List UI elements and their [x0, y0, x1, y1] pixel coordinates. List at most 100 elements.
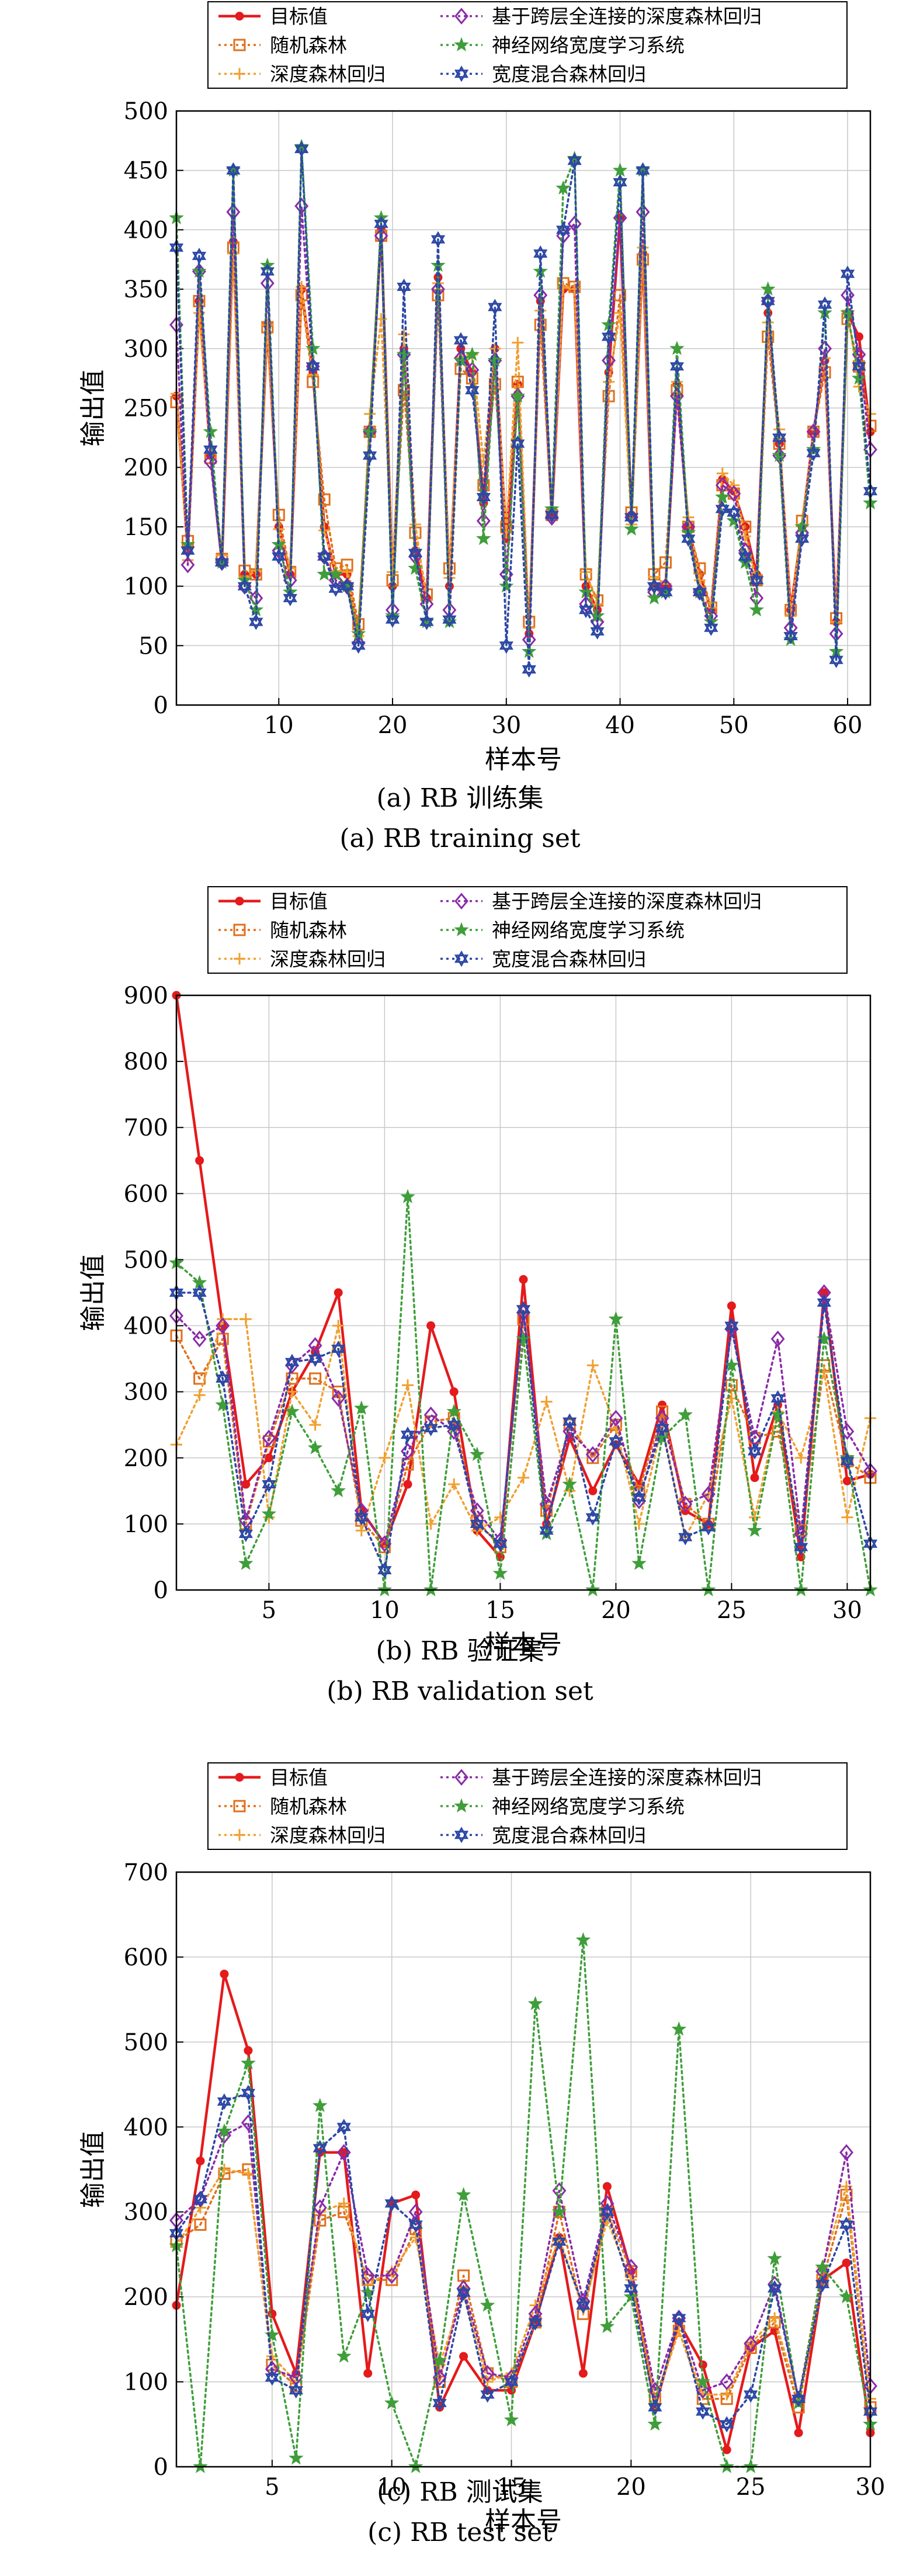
data-point-dfr [586, 1359, 599, 1372]
legend-label-bls: 神经网络宽度学习系统 [492, 1795, 685, 1818]
data-point-dfr [409, 2231, 422, 2244]
data-point-bls [839, 2289, 854, 2304]
data-point-bls [654, 1430, 670, 1445]
chart-panel-test: 0 100 200 300 400 500 600 700 5 10 15 20 25 30 样本号 输出值 目… [0, 1729, 920, 2576]
data-point-bhf [480, 2386, 495, 2403]
data-point-bhf [727, 504, 741, 521]
y-tick-label: 300 [124, 336, 168, 363]
data-point-dfr [749, 1511, 761, 1523]
data-point-bhf [237, 578, 252, 595]
data-point-cross [613, 209, 627, 227]
data-point-bhf [226, 162, 241, 179]
data-point-target [334, 1288, 343, 1297]
series-markers-bhf [169, 1284, 878, 1579]
legend-label-dfr: 深度森林回归 [270, 1824, 386, 1846]
data-point-dfr [739, 530, 751, 543]
data-point-bls [760, 281, 776, 296]
y-tick-label: 300 [124, 1379, 168, 1406]
data-point-target [459, 2352, 468, 2361]
data-point-dfr [309, 1419, 321, 1431]
data-point-cross [217, 2127, 231, 2144]
data-point-bhf [806, 445, 821, 461]
legend-label-cross: 基于跨层全连接的深度森林回归 [492, 5, 762, 28]
data-point-rf [318, 493, 331, 506]
data-point-target [727, 1301, 736, 1311]
data-point-dfr [318, 525, 331, 537]
data-point-dfr [286, 1386, 298, 1398]
data-point-rf [725, 1379, 738, 1391]
data-point-bhf [701, 1519, 716, 1536]
data-point-bls [217, 2123, 232, 2138]
data-point-cross [669, 387, 684, 405]
data-point-cross [360, 2267, 375, 2285]
legend-marker-rf [233, 39, 246, 51]
data-point-bhf [216, 1370, 230, 1387]
data-point-bhf [636, 162, 650, 179]
x-tick-label: 40 [605, 712, 635, 739]
data-point-bls [551, 2204, 567, 2219]
legend-label-bls: 神经网络宽度学习系统 [492, 34, 685, 57]
y-tick-label: 150 [124, 514, 168, 541]
data-point-cross [447, 1423, 461, 1440]
legend-label-bhf: 宽度混合森林回归 [492, 1824, 646, 1846]
data-point-bhf [408, 2216, 423, 2233]
data-point-cross [840, 1423, 855, 1440]
data-point-cross [744, 2335, 758, 2352]
y-tick-label: 450 [124, 158, 168, 185]
data-point-bls [470, 1446, 485, 1461]
data-point-bhf [408, 544, 423, 561]
data-point-bls [480, 2297, 495, 2312]
x-tick-label: 30 [856, 2474, 886, 2501]
data-point-dfr [242, 2168, 254, 2180]
x-tick-label: 25 [717, 1597, 747, 1624]
data-point-target [842, 2258, 851, 2268]
series-line-dfr [175, 2168, 872, 2404]
data-point-rf [586, 1452, 599, 1464]
chart-training-svg: 0 50 100 150 200 250 300 350 400 450 500 10 20 30 40 50… [78, 1, 878, 775]
data-point-dfr [261, 319, 273, 331]
y-tick-label: 200 [124, 2284, 168, 2311]
data-point-target [411, 2190, 421, 2200]
data-point-bhf [696, 2403, 710, 2420]
data-point-bhf [840, 1453, 855, 1470]
data-point-bhf [431, 231, 446, 248]
data-point-cross [465, 362, 480, 379]
data-point-bhf [214, 554, 229, 571]
chart-panel-validation: 0 100 200 300 400 500 600 700 800 900 5 10 15 20 25 30 样… [0, 870, 920, 1729]
data-point-bhf [442, 611, 457, 628]
legend-marker-cross [454, 1769, 468, 1786]
data-point-bhf [511, 435, 525, 452]
data-point-bls [362, 423, 377, 439]
data-point-cross [384, 2267, 399, 2285]
data-point-target [578, 2369, 588, 2378]
data-point-cross [552, 2182, 567, 2199]
data-point-bhf [852, 358, 866, 375]
data-point-target [196, 2156, 205, 2165]
data-point-bls [724, 1357, 740, 1372]
legend-label-dfr: 深度森林回归 [270, 63, 386, 85]
series-line-bhf [175, 1292, 872, 1571]
data-point-bls [527, 1995, 543, 2011]
series-line-bls [175, 145, 872, 653]
legend-label-cross: 基于跨层全连接的深度森林回归 [492, 890, 762, 913]
data-point-bhf [815, 2276, 830, 2293]
data-point-rf [511, 376, 524, 388]
data-point-bhf [456, 2284, 471, 2301]
x-tick-label: 60 [833, 712, 863, 739]
data-point-dfr [379, 1452, 391, 1464]
caption-en-training: (a) RB training set [339, 824, 581, 853]
x-tick-label: 30 [832, 1597, 862, 1624]
y-axis-label: 输出值 [78, 1254, 108, 1331]
data-point-bhf [579, 602, 593, 619]
legend-box [207, 1762, 848, 1850]
data-point-bhf [692, 584, 707, 600]
data-point-bls [238, 1556, 254, 1570]
data-point-cross [480, 2365, 495, 2382]
series-line-cross [175, 2122, 872, 2400]
data-point-bhf [724, 1317, 739, 1334]
data-point-bhf [609, 1433, 623, 1450]
data-point-target [195, 1156, 204, 1165]
data-point-bhf [193, 2190, 208, 2207]
data-point-bls [608, 1311, 624, 1326]
data-point-bhf [544, 506, 559, 523]
